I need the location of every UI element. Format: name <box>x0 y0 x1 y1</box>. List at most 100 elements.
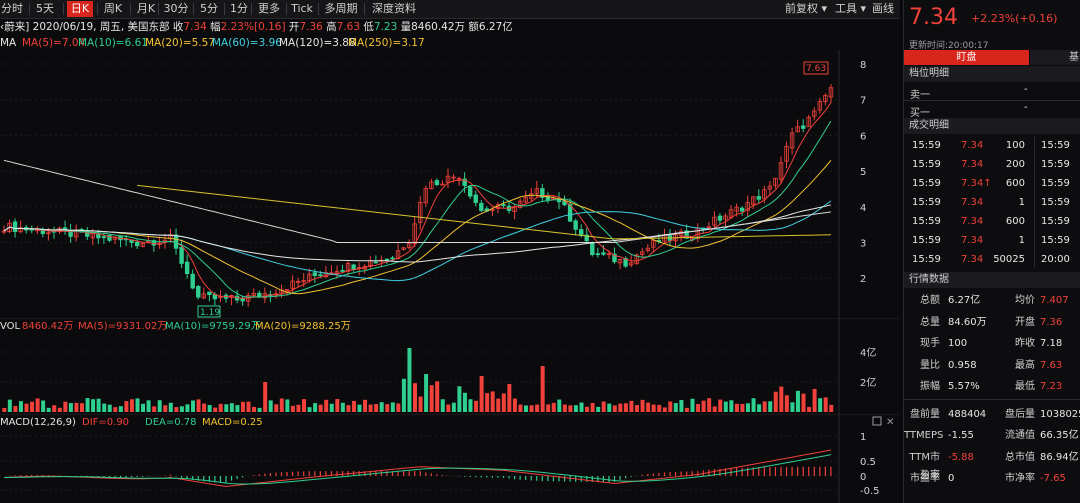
candle-body <box>784 145 789 162</box>
volume-bar <box>751 398 756 412</box>
candle-body <box>601 252 606 255</box>
ticker-name: ‹蔚来] <box>0 21 30 33</box>
tab-10[interactable]: 多周期 <box>324 2 358 15</box>
volume-bar <box>157 400 162 412</box>
candlestick-chart[interactable]: 8 7 6 5 4 3 2 7.63 1.19 <box>0 50 900 318</box>
stat-key: 总市值 <box>1005 451 1035 463</box>
price-axis-label: 5 <box>860 167 866 178</box>
candle-body <box>179 246 184 264</box>
tab-6[interactable]: 5分 <box>200 2 218 15</box>
price-axis-label: 8 <box>860 60 866 71</box>
candle-body <box>579 229 584 236</box>
candle-body <box>745 202 750 211</box>
tab-8[interactable]: 更多 <box>258 2 280 15</box>
close-icon: ✕ <box>886 417 894 428</box>
stat-key: 总额 <box>920 295 940 306</box>
bar-date: 2020/06/19, 周五, 美国东部 <box>32 21 170 33</box>
tab-2[interactable]: 日K <box>67 1 93 17</box>
macd-item-1: DEA=0.78 <box>145 417 197 428</box>
stat-value: 488404 <box>948 408 987 420</box>
volume-bar <box>107 404 112 412</box>
volume-bar <box>263 382 268 412</box>
volume-bar <box>407 348 412 412</box>
tab-11[interactable]: 深度资料 <box>372 2 416 15</box>
volume-bar <box>690 398 695 412</box>
volume-bar <box>80 403 84 412</box>
tab-7[interactable]: 1分 <box>230 2 248 15</box>
volume-bar <box>701 400 706 412</box>
candle-body <box>406 242 412 248</box>
volume-bar <box>329 403 334 412</box>
volume-bar <box>646 402 651 412</box>
tab-3[interactable]: 周K <box>103 2 123 15</box>
candle-body <box>828 87 834 98</box>
stat-key: TTM市盈率 <box>909 451 940 481</box>
volume-bar <box>113 407 118 412</box>
volume-bar <box>313 403 318 412</box>
trade-volume: 200 <box>1005 159 1025 170</box>
volume-bar <box>257 407 262 412</box>
candle-body <box>207 291 212 295</box>
candle-body <box>312 272 317 276</box>
volume-bar <box>590 403 595 412</box>
candle-body <box>801 125 806 129</box>
volume-bar <box>640 399 645 412</box>
candle-body <box>340 269 345 272</box>
tab-0[interactable]: 分时 <box>1 2 23 15</box>
dea-line <box>4 454 831 485</box>
trade-row: 15:59 7.34 100 15:59 <box>904 137 1080 155</box>
volume-bar <box>635 405 639 412</box>
bid1-value: - <box>1024 102 1028 113</box>
candle-body <box>628 262 634 266</box>
trade-time: 15:59 <box>912 216 941 227</box>
tab-1[interactable]: 5天 <box>36 2 54 15</box>
toolbar-right-1[interactable]: 工具 ▾ <box>835 2 867 15</box>
volume-bar <box>152 406 157 412</box>
ma-label: MA <box>0 37 17 49</box>
volume-bar <box>246 401 251 412</box>
ma-item-5: MA(250)=3.17 <box>348 37 425 49</box>
trade-time-2: 15:59 <box>1041 159 1070 170</box>
trade-time-2: 15:59 <box>1041 216 1070 227</box>
volume-bar <box>623 403 628 412</box>
volume-bar <box>562 404 567 412</box>
trade-time: 15:59 <box>912 178 941 189</box>
vol-label: VOL <box>0 321 21 332</box>
stat-key: 流通值 <box>1005 430 1035 441</box>
trade-row: 15:59 7.34 50025 20:00 <box>904 251 1080 269</box>
volume-bar <box>46 407 51 412</box>
macd-axis-label: 1 <box>860 432 866 443</box>
volume-bar <box>163 405 168 412</box>
volume-bar <box>235 405 240 412</box>
toolbar-right-2[interactable]: 画线 <box>872 2 894 15</box>
trade-price: 7.34↑ <box>961 178 992 189</box>
candle-body <box>257 292 262 298</box>
volume-bar <box>501 393 506 412</box>
candle-body <box>612 253 617 263</box>
tab-fundamentals[interactable]: 基 <box>1030 50 1080 65</box>
volume-bar <box>668 401 673 412</box>
trade-volume: 1 <box>1018 197 1025 208</box>
trade-time: 15:59 <box>912 235 941 246</box>
candle-body <box>595 253 601 256</box>
tab-watch[interactable]: 盯盘 <box>904 50 1029 65</box>
volume-bar <box>540 366 545 412</box>
vol-item-3: MA(20)=9288.25万 <box>255 321 351 332</box>
tab-4[interactable]: 月K <box>136 2 156 15</box>
candle-body <box>390 257 395 260</box>
tab-9[interactable]: Tick <box>291 2 313 15</box>
toolbar-right-0[interactable]: 前复权 ▾ <box>785 2 828 15</box>
trade-price: 7.34 <box>961 140 984 151</box>
stat-value: 7.23 <box>1040 381 1063 392</box>
macd-chart[interactable]: MACD(12,26,9) DIF=0.90 DEA=0.78 MACD=0.25 ✕ 1… <box>0 414 900 503</box>
volume-bar <box>529 405 534 412</box>
stat-value: 86.94亿 <box>1040 451 1079 463</box>
candle-body <box>467 186 473 197</box>
trade-volume: 50025 <box>993 254 1025 265</box>
volume-chart[interactable]: VOL 8460.42万 MA(5)=9331.02万MA(10)=9759.29万… <box>0 318 900 414</box>
macd-item-2: MACD=0.25 <box>202 417 263 428</box>
candle-body <box>523 196 528 203</box>
volume-bar <box>474 400 479 412</box>
volume-bar <box>285 399 290 412</box>
tab-5[interactable]: 30分 <box>163 2 189 15</box>
